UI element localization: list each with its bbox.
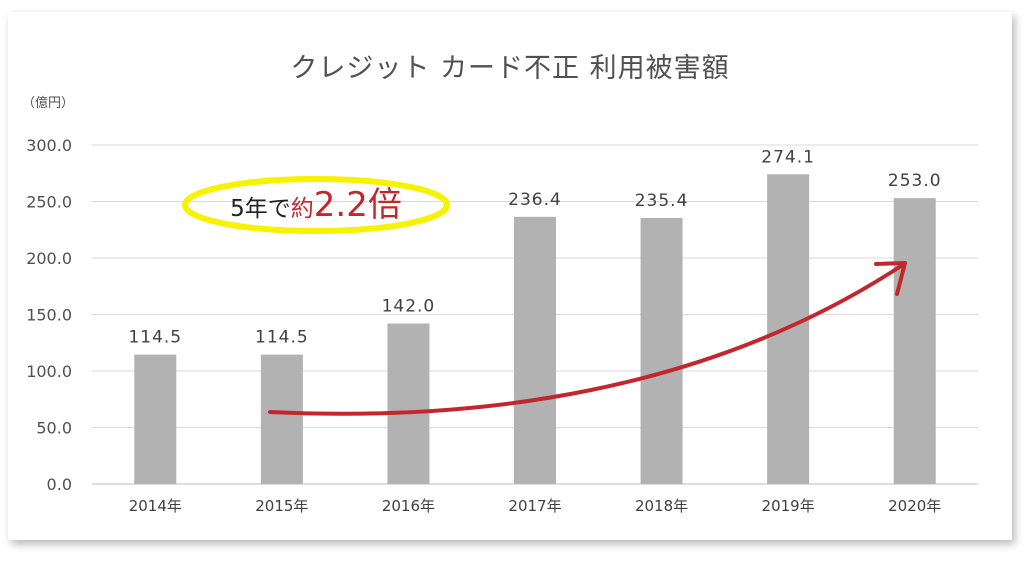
- x-tick-label: 2018年: [635, 497, 688, 515]
- y-axis-unit-label: （億円）: [22, 96, 75, 111]
- chart-title: クレジット カード不正 利用被害額: [290, 53, 730, 84]
- y-tick-label: 200.0: [26, 249, 72, 268]
- bar: [640, 217, 683, 485]
- chart-card: クレジット カード不正 利用被害額 （億円） 0.0 50.0 100.0 150.0…: [8, 12, 1012, 540]
- data-label: 142.0: [382, 297, 436, 317]
- x-tick-label: 2017年: [508, 497, 561, 515]
- bar: [893, 198, 936, 485]
- data-label: 114.5: [255, 328, 309, 348]
- data-label: 253.0: [888, 171, 942, 191]
- y-tick-label: 0.0: [47, 475, 72, 494]
- y-tick-label: 150.0: [26, 306, 72, 325]
- bar: [134, 354, 177, 484]
- data-label: 274.1: [761, 147, 815, 167]
- bar: [514, 216, 556, 485]
- bar-chart: 0.0 50.0 100.0 150.0 200.0 250.0 300.0 114.5 201…: [26, 136, 978, 515]
- data-label: 114.5: [128, 328, 182, 348]
- bar: [387, 323, 430, 484]
- x-tick-label: 2016年: [382, 497, 435, 515]
- growth-arrowhead: [874, 261, 907, 296]
- x-tick-label: 2019年: [762, 497, 815, 515]
- data-label: 236.4: [508, 190, 562, 210]
- x-tick-label: 2015年: [255, 497, 308, 515]
- x-tick-label: 2014年: [129, 497, 182, 515]
- bar: [260, 354, 303, 484]
- highlight-ellipse: [182, 176, 450, 234]
- y-tick-label: 100.0: [26, 362, 72, 381]
- callout-text: 5年で約2.2倍: [230, 185, 402, 225]
- y-tick-label: 250.0: [26, 193, 72, 212]
- y-tick-label: 50.0: [36, 419, 72, 438]
- x-tick-label: 2020年: [888, 497, 941, 515]
- data-label: 235.4: [635, 191, 689, 211]
- y-tick-label: 300.0: [26, 136, 72, 155]
- growth-arrow: [268, 264, 903, 416]
